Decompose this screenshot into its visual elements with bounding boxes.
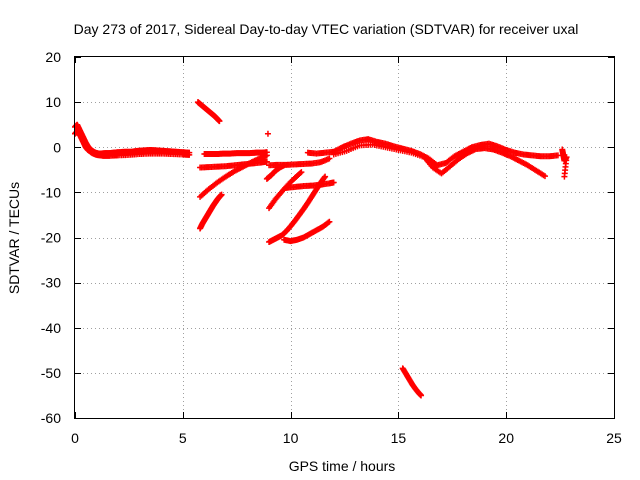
plot-frame bbox=[74, 56, 615, 419]
data-point bbox=[418, 392, 425, 399]
data-point bbox=[186, 151, 193, 158]
data-point bbox=[326, 155, 333, 162]
data-points bbox=[72, 99, 570, 399]
series-baseline-late-low bbox=[330, 141, 549, 180]
data-point bbox=[322, 173, 329, 180]
series-arc-10-low bbox=[281, 218, 333, 245]
y-tick-label: 0 bbox=[53, 139, 61, 155]
data-point bbox=[218, 191, 225, 198]
series-arc-9-b bbox=[266, 169, 305, 212]
series-arc-mid-flat bbox=[201, 149, 270, 158]
chart-title: Day 273 of 2017, Sidereal Day-to-day VTE… bbox=[74, 21, 579, 37]
y-tick-label: -10 bbox=[41, 184, 61, 200]
y-tick-label: -50 bbox=[41, 365, 61, 381]
data-point bbox=[561, 173, 568, 180]
x-tick-label: 10 bbox=[283, 430, 299, 446]
data-point bbox=[216, 118, 223, 125]
x-axis-label: GPS time / hours bbox=[289, 458, 396, 474]
y-tick-label: -20 bbox=[41, 230, 61, 246]
y-tick-label: 10 bbox=[45, 94, 61, 110]
y-tick-label: -30 bbox=[41, 275, 61, 291]
axis-ticks bbox=[75, 57, 615, 419]
series-arc-10-flat bbox=[266, 155, 333, 169]
data-point bbox=[297, 170, 304, 177]
x-tick-label: 20 bbox=[498, 430, 514, 446]
y-axis-label: SDTVAR / TECUs bbox=[6, 182, 22, 294]
tick-labels: 0 5 10 15 20 25 -60 -50 -40 -30 -20 -10 0 10 20 bbox=[41, 49, 622, 446]
data-point bbox=[263, 152, 270, 159]
series-arc-high bbox=[194, 99, 223, 125]
x-tick-label: 15 bbox=[391, 430, 407, 446]
series-dip-15 bbox=[399, 365, 425, 399]
grid bbox=[75, 57, 614, 418]
y-tick-label: 20 bbox=[45, 49, 61, 65]
data-point bbox=[542, 173, 549, 180]
data-point bbox=[554, 152, 561, 159]
data-point bbox=[330, 179, 337, 186]
series-end-points bbox=[559, 146, 570, 180]
data-point bbox=[326, 218, 333, 225]
y-tick-label: -60 bbox=[41, 410, 61, 426]
y-tick-label: -40 bbox=[41, 320, 61, 336]
data-point bbox=[264, 130, 271, 137]
series-arc-steep-1 bbox=[197, 191, 225, 232]
series-arc-10-mid bbox=[283, 179, 337, 191]
data-point bbox=[263, 158, 270, 165]
x-tick-label: 0 bbox=[71, 430, 79, 446]
data-point bbox=[325, 219, 332, 226]
x-tick-label: 25 bbox=[606, 430, 622, 446]
series-outlier bbox=[264, 130, 271, 137]
data-point bbox=[298, 169, 305, 176]
series-baseline-early-low bbox=[72, 128, 193, 159]
x-tick-label: 5 bbox=[179, 430, 187, 446]
series-arc-rise-1 bbox=[197, 152, 270, 200]
